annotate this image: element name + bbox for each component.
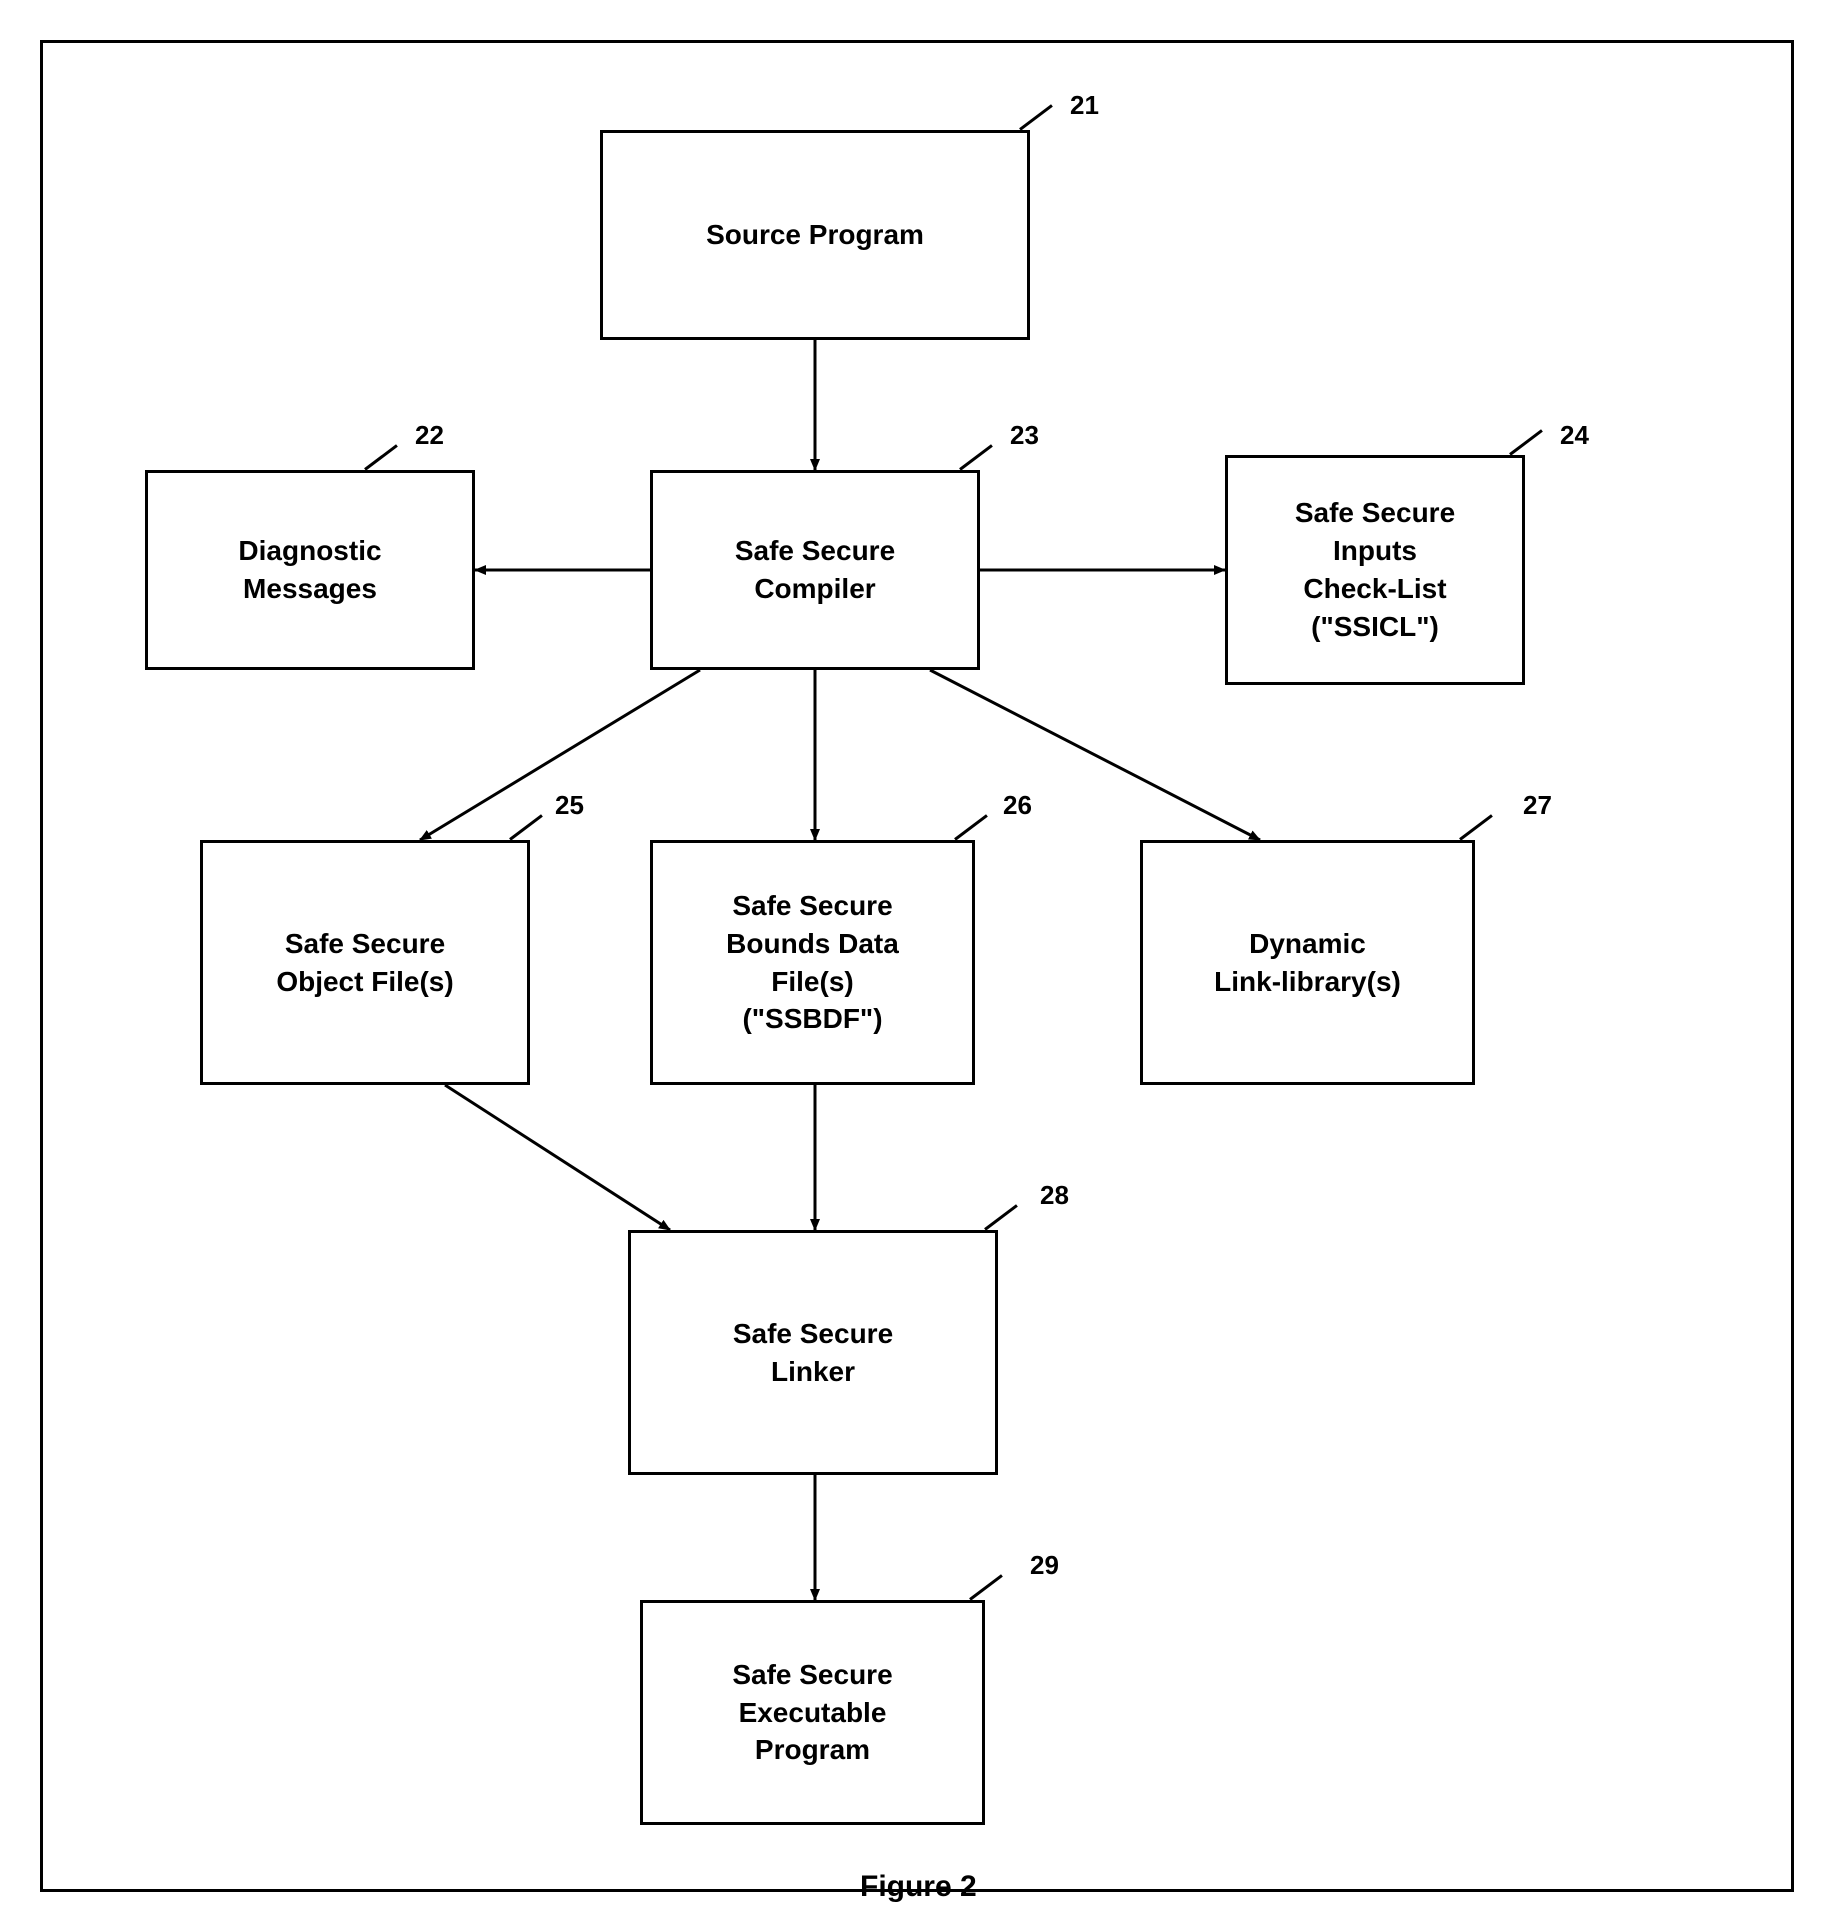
ref-label-21: 21 (1070, 90, 1099, 121)
node-dynamic-link-library: DynamicLink-library(s) (1140, 840, 1475, 1085)
node-label: Safe SecureObject File(s) (276, 925, 453, 1001)
node-ssicl: Safe SecureInputsCheck-List("SSICL") (1225, 455, 1525, 685)
node-safe-secure-linker: Safe SecureLinker (628, 1230, 998, 1475)
node-label: DiagnosticMessages (238, 532, 381, 608)
ref-label-23: 23 (1010, 420, 1039, 451)
node-label: Safe SecureInputsCheck-List("SSICL") (1295, 494, 1455, 645)
node-source-program: Source Program (600, 130, 1030, 340)
node-label: Safe SecureBounds DataFile(s)("SSBDF") (726, 887, 899, 1038)
node-diagnostic-messages: DiagnosticMessages (145, 470, 475, 670)
node-label: DynamicLink-library(s) (1214, 925, 1401, 1001)
ref-label-27: 27 (1523, 790, 1552, 821)
node-label: Source Program (706, 216, 924, 254)
ref-label-28: 28 (1040, 1180, 1069, 1211)
ref-label-22: 22 (415, 420, 444, 451)
node-label: Safe SecureLinker (733, 1315, 893, 1391)
node-ssbdf: Safe SecureBounds DataFile(s)("SSBDF") (650, 840, 975, 1085)
node-label: Safe SecureCompiler (735, 532, 895, 608)
node-label: Safe SecureExecutableProgram (732, 1656, 892, 1769)
ref-label-29: 29 (1030, 1550, 1059, 1581)
ref-label-26: 26 (1003, 790, 1032, 821)
node-object-files: Safe SecureObject File(s) (200, 840, 530, 1085)
ref-label-24: 24 (1560, 420, 1589, 451)
ref-label-25: 25 (555, 790, 584, 821)
figure-caption: Figure 2 (860, 1870, 977, 1904)
node-safe-secure-compiler: Safe SecureCompiler (650, 470, 980, 670)
node-executable-program: Safe SecureExecutableProgram (640, 1600, 985, 1825)
